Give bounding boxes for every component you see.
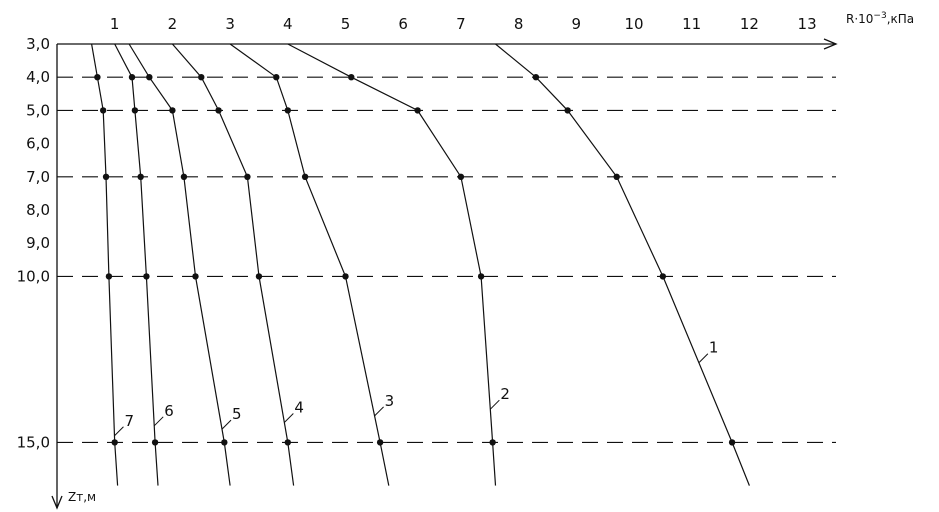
series-4-label: 4 [294, 398, 304, 416]
x-tick-label: 5 [341, 15, 351, 33]
x-tick-label: 12 [740, 15, 759, 33]
y-tick-label: 3,0 [26, 35, 50, 53]
series-1-point [728, 439, 736, 446]
series-5-point [192, 273, 199, 280]
x-tick-label: 13 [798, 15, 817, 33]
series-7-point [111, 439, 118, 446]
series-6-point [137, 173, 144, 180]
series-3-label: 3 [385, 392, 395, 410]
y-tick-label: 9,0 [26, 234, 50, 252]
x-axis-title: R·10−3,кПа [846, 11, 914, 26]
x-tick-label: 4 [283, 15, 293, 33]
series-2-point [414, 107, 421, 114]
series-7-label: 7 [124, 412, 134, 430]
y-tick-label: 4,0 [26, 68, 50, 86]
x-axis-title-unit: ,кПа [887, 12, 914, 26]
series-7-leader [114, 426, 124, 437]
y-axis-arrow [51, 495, 63, 510]
series-3-point [301, 173, 309, 180]
y-tick-label: 10,0 [17, 267, 50, 285]
x-axis-title-exponent: −3 [873, 11, 886, 21]
y-tick-label: 6,0 [26, 135, 50, 153]
series-4-point [198, 74, 205, 81]
series-2-label: 2 [500, 385, 510, 403]
axes [51, 38, 838, 510]
x-tick-label: 1 [110, 15, 120, 33]
series-6-point [143, 273, 150, 280]
series-3-point [273, 74, 280, 81]
series-4-point [215, 107, 222, 114]
series-2-point [348, 74, 355, 81]
series-5-leader [221, 419, 232, 430]
x-tick-label: 9 [572, 15, 582, 33]
y-tick-label: 7,0 [26, 168, 50, 186]
series-4-point [284, 439, 291, 446]
series-7-point [105, 273, 113, 280]
series-1-leader [698, 353, 709, 364]
series-4-point [255, 273, 263, 280]
x-tick-label: 3 [225, 15, 235, 33]
series-6-point [151, 439, 159, 446]
x-tick-label: 10 [624, 15, 643, 33]
series-5-point [221, 439, 228, 446]
series-6-leader [153, 416, 164, 427]
series-3-leader [374, 406, 384, 417]
y-tick-label: 15,0 [17, 433, 50, 451]
tick-labels: 1 2 3 4 5 6 7 8 9 10 11 12 133,04,05,06,07,08,09,010… [17, 15, 817, 451]
x-axis-title-base: R·10 [846, 12, 873, 26]
x-tick-label: 8 [514, 15, 524, 33]
series-5-label: 5 [232, 405, 242, 423]
series-3-point [342, 273, 349, 280]
series-1-point [659, 273, 667, 280]
y-axis-title: Zт,м [68, 490, 96, 504]
series-labels: 1 2 3 4 5 6 7 [114, 339, 719, 437]
series-1-point [532, 74, 540, 81]
series-3-point [376, 439, 384, 446]
series-1-label: 1 [709, 339, 719, 357]
x-axis-arrow [823, 38, 838, 50]
series-7-point [94, 74, 101, 81]
series-2-leader [489, 399, 500, 410]
series-6-label: 6 [164, 402, 174, 420]
series-2-point [489, 439, 496, 446]
series-2-point [457, 173, 465, 180]
series-7-point [99, 107, 107, 114]
series-4-point [244, 173, 251, 180]
x-tick-label: 6 [398, 15, 408, 33]
series-4-leader [283, 413, 294, 423]
x-tick-label: 2 [168, 15, 178, 33]
grid-lines [57, 76, 836, 443]
series-5-point [180, 173, 188, 180]
series-7-point [102, 173, 110, 180]
series-3-point [284, 107, 291, 114]
series-5-point [169, 107, 176, 114]
x-tick-label: 7 [456, 15, 466, 33]
series-5-point [146, 74, 153, 81]
series-1-point [613, 173, 620, 180]
series [91, 43, 750, 486]
series-1-point [564, 107, 571, 114]
y-tick-label: 8,0 [26, 201, 50, 219]
y-tick-label: 5,0 [26, 101, 50, 119]
series-6-point [128, 74, 136, 81]
series-2-point [477, 273, 485, 280]
series-6-point [131, 107, 139, 114]
x-tick-label: 11 [682, 15, 701, 33]
